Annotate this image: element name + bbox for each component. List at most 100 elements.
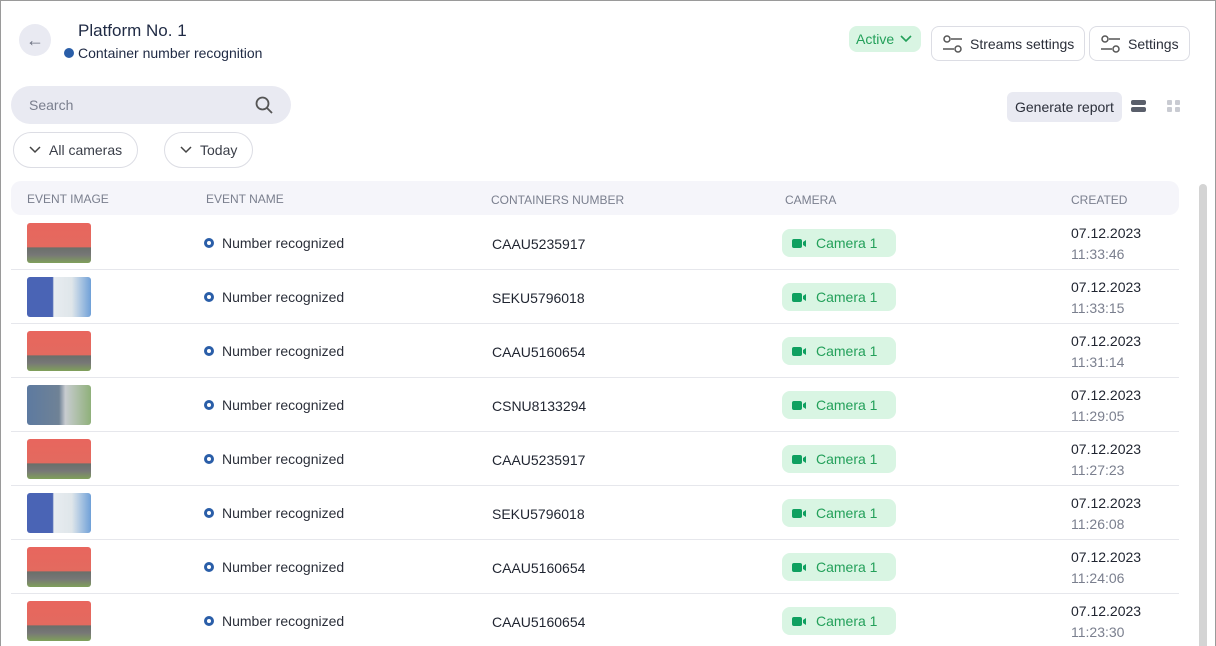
event-type-icon <box>204 562 214 572</box>
col-created: Created <box>1071 193 1128 207</box>
created-time: 11:33:15 <box>1071 300 1125 316</box>
container-number: SEKU5796018 <box>492 290 585 306</box>
subtitle-text: Container number recognition <box>78 45 263 61</box>
generate-report-button[interactable]: Generate report <box>1007 92 1122 122</box>
created-time: 11:33:46 <box>1071 246 1125 262</box>
created-time: 11:29:05 <box>1071 408 1125 424</box>
created-date: 07.12.2023 <box>1071 225 1142 241</box>
event-name: Number recognized <box>204 613 344 629</box>
created-time: 11:23:30 <box>1071 624 1125 640</box>
event-thumbnail[interactable] <box>27 331 91 371</box>
status-dot <box>64 48 74 58</box>
scrollbar[interactable] <box>1199 184 1207 646</box>
video-camera-icon <box>792 400 806 410</box>
event-name: Number recognized <box>204 343 344 359</box>
table-row[interactable]: Number recognized SEKU5796018 Camera 1 0… <box>11 270 1179 324</box>
event-name-text: Number recognized <box>222 289 345 305</box>
table-row[interactable]: Number recognized CAAU5160654 Camera 1 0… <box>11 540 1179 594</box>
camera-label: Camera 1 <box>816 505 878 521</box>
camera-label: Camera 1 <box>816 343 878 359</box>
event-thumbnail[interactable] <box>27 493 91 533</box>
status-dropdown[interactable]: Active <box>849 26 922 52</box>
chevron-down-icon <box>180 146 192 154</box>
table-row[interactable]: Number recognized CAAU5235917 Camera 1 0… <box>11 432 1179 486</box>
page-subtitle: Container number recognition <box>64 45 262 61</box>
video-camera-icon <box>792 616 806 626</box>
col-event-image: Event image <box>27 192 109 206</box>
col-camera: Camera <box>785 193 837 207</box>
list-view-icon[interactable] <box>1131 100 1146 113</box>
event-name-text: Number recognized <box>222 451 345 467</box>
created-date: 07.12.2023 <box>1071 441 1142 457</box>
event-name-text: Number recognized <box>222 505 345 521</box>
camera-badge[interactable]: Camera 1 <box>782 553 896 581</box>
created-date: 07.12.2023 <box>1071 603 1142 619</box>
event-name: Number recognized <box>204 289 344 305</box>
container-number: SEKU5796018 <box>492 506 585 522</box>
event-thumbnail[interactable] <box>27 277 91 317</box>
date-filter-label: Today <box>200 142 238 158</box>
event-thumbnail[interactable] <box>27 439 91 479</box>
created-date: 07.12.2023 <box>1071 387 1142 403</box>
table-row[interactable]: Number recognized CAAU5160654 Camera 1 0… <box>11 324 1179 378</box>
date-filter[interactable]: Today <box>164 132 254 168</box>
event-type-icon <box>204 508 214 518</box>
event-type-icon <box>204 616 214 626</box>
search-field[interactable] <box>11 86 291 124</box>
event-name: Number recognized <box>204 451 344 467</box>
video-camera-icon <box>792 346 806 356</box>
camera-badge[interactable]: Camera 1 <box>782 499 896 527</box>
container-number: CSNU8133294 <box>492 398 587 414</box>
event-name-text: Number recognized <box>222 397 345 413</box>
status-label: Active <box>856 31 895 47</box>
event-name-text: Number recognized <box>222 235 345 251</box>
col-containers-number: Containers number <box>491 193 625 207</box>
settings-button[interactable]: Settings <box>1089 26 1190 61</box>
camera-badge[interactable]: Camera 1 <box>782 445 896 473</box>
streams-settings-label: Streams settings <box>970 35 1075 52</box>
camera-badge[interactable]: Camera 1 <box>782 391 896 419</box>
created-time: 11:31:14 <box>1071 354 1125 370</box>
event-thumbnail[interactable] <box>27 385 91 425</box>
video-camera-icon <box>792 292 806 302</box>
chevron-down-icon <box>29 146 41 154</box>
camera-badge[interactable]: Camera 1 <box>782 607 896 635</box>
search-icon[interactable] <box>255 96 273 114</box>
table-row[interactable]: Number recognized CSNU8133294 Camera 1 0… <box>11 378 1179 432</box>
event-thumbnail[interactable] <box>27 601 91 641</box>
back-button[interactable]: ← <box>19 24 51 56</box>
container-number: CAAU5160654 <box>492 614 586 630</box>
video-camera-icon <box>792 508 806 518</box>
page-title: Platform No. 1 <box>78 21 187 40</box>
camera-badge[interactable]: Camera 1 <box>782 337 896 365</box>
event-name: Number recognized <box>204 397 344 413</box>
table-row[interactable]: Number recognized SEKU5796018 Camera 1 0… <box>11 486 1179 540</box>
event-type-icon <box>204 400 214 410</box>
event-name: Number recognized <box>204 235 344 251</box>
video-camera-icon <box>792 562 806 572</box>
created-time: 11:24:06 <box>1071 570 1125 586</box>
grid-view-icon[interactable] <box>1167 100 1181 113</box>
camera-badge[interactable]: Camera 1 <box>782 283 896 311</box>
camera-label: Camera 1 <box>816 397 878 413</box>
table-row[interactable]: Number recognized CAAU5235917 Camera 1 0… <box>11 216 1179 270</box>
event-thumbnail[interactable] <box>27 547 91 587</box>
event-name-text: Number recognized <box>222 343 345 359</box>
event-thumbnail[interactable] <box>27 223 91 263</box>
camera-filter[interactable]: All cameras <box>13 132 139 168</box>
camera-label: Camera 1 <box>816 289 878 305</box>
container-number: CAAU5160654 <box>492 560 586 576</box>
streams-settings-button[interactable]: Streams settings <box>931 26 1086 61</box>
container-number: CAAU5160654 <box>492 344 586 360</box>
created-date: 07.12.2023 <box>1071 495 1142 511</box>
table-row[interactable]: Number recognized CAAU5160654 Camera 1 0… <box>11 594 1179 646</box>
created-date: 07.12.2023 <box>1071 333 1142 349</box>
search-input[interactable] <box>29 97 229 113</box>
container-number: CAAU5235917 <box>492 452 586 468</box>
camera-label: Camera 1 <box>816 613 878 629</box>
camera-badge[interactable]: Camera 1 <box>782 229 896 257</box>
chevron-down-icon <box>900 35 912 43</box>
created-date: 07.12.2023 <box>1071 279 1142 295</box>
created-date: 07.12.2023 <box>1071 549 1142 565</box>
